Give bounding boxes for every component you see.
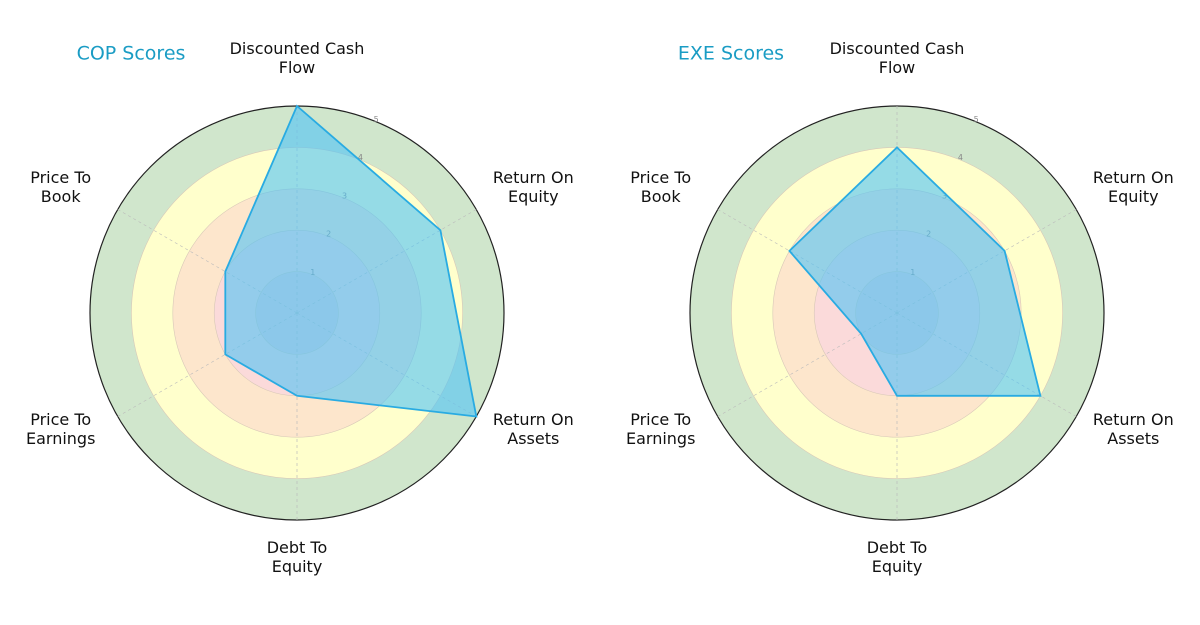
axis-label: Return On Assets <box>1093 410 1174 448</box>
axis-label: Return On Assets <box>493 410 574 448</box>
axis-label: Price To Book <box>630 168 691 206</box>
axis-label: Return On Equity <box>1093 168 1174 206</box>
axis-label: Price To Earnings <box>626 410 695 448</box>
axis-spoke <box>117 312 298 417</box>
axis-spoke <box>117 209 298 314</box>
axis-label: Return On Equity <box>493 168 574 206</box>
r-tick-label: 4 <box>358 153 363 162</box>
chart-title: EXE Scores <box>678 43 784 65</box>
axis-label: Debt To Equity <box>267 538 328 576</box>
axis-spoke <box>717 312 898 417</box>
r-tick-label: 4 <box>958 153 963 162</box>
axis-label: Debt To Equity <box>867 538 928 576</box>
axis-label: Discounted Cash Flow <box>230 39 365 77</box>
axis-label: Price To Book <box>30 168 91 206</box>
axis-label: Price To Earnings <box>26 410 95 448</box>
r-tick-label: 5 <box>974 115 979 124</box>
axis-label: Discounted Cash Flow <box>830 39 965 77</box>
chart-title: COP Scores <box>77 43 186 65</box>
r-tick-label: 5 <box>374 115 379 124</box>
